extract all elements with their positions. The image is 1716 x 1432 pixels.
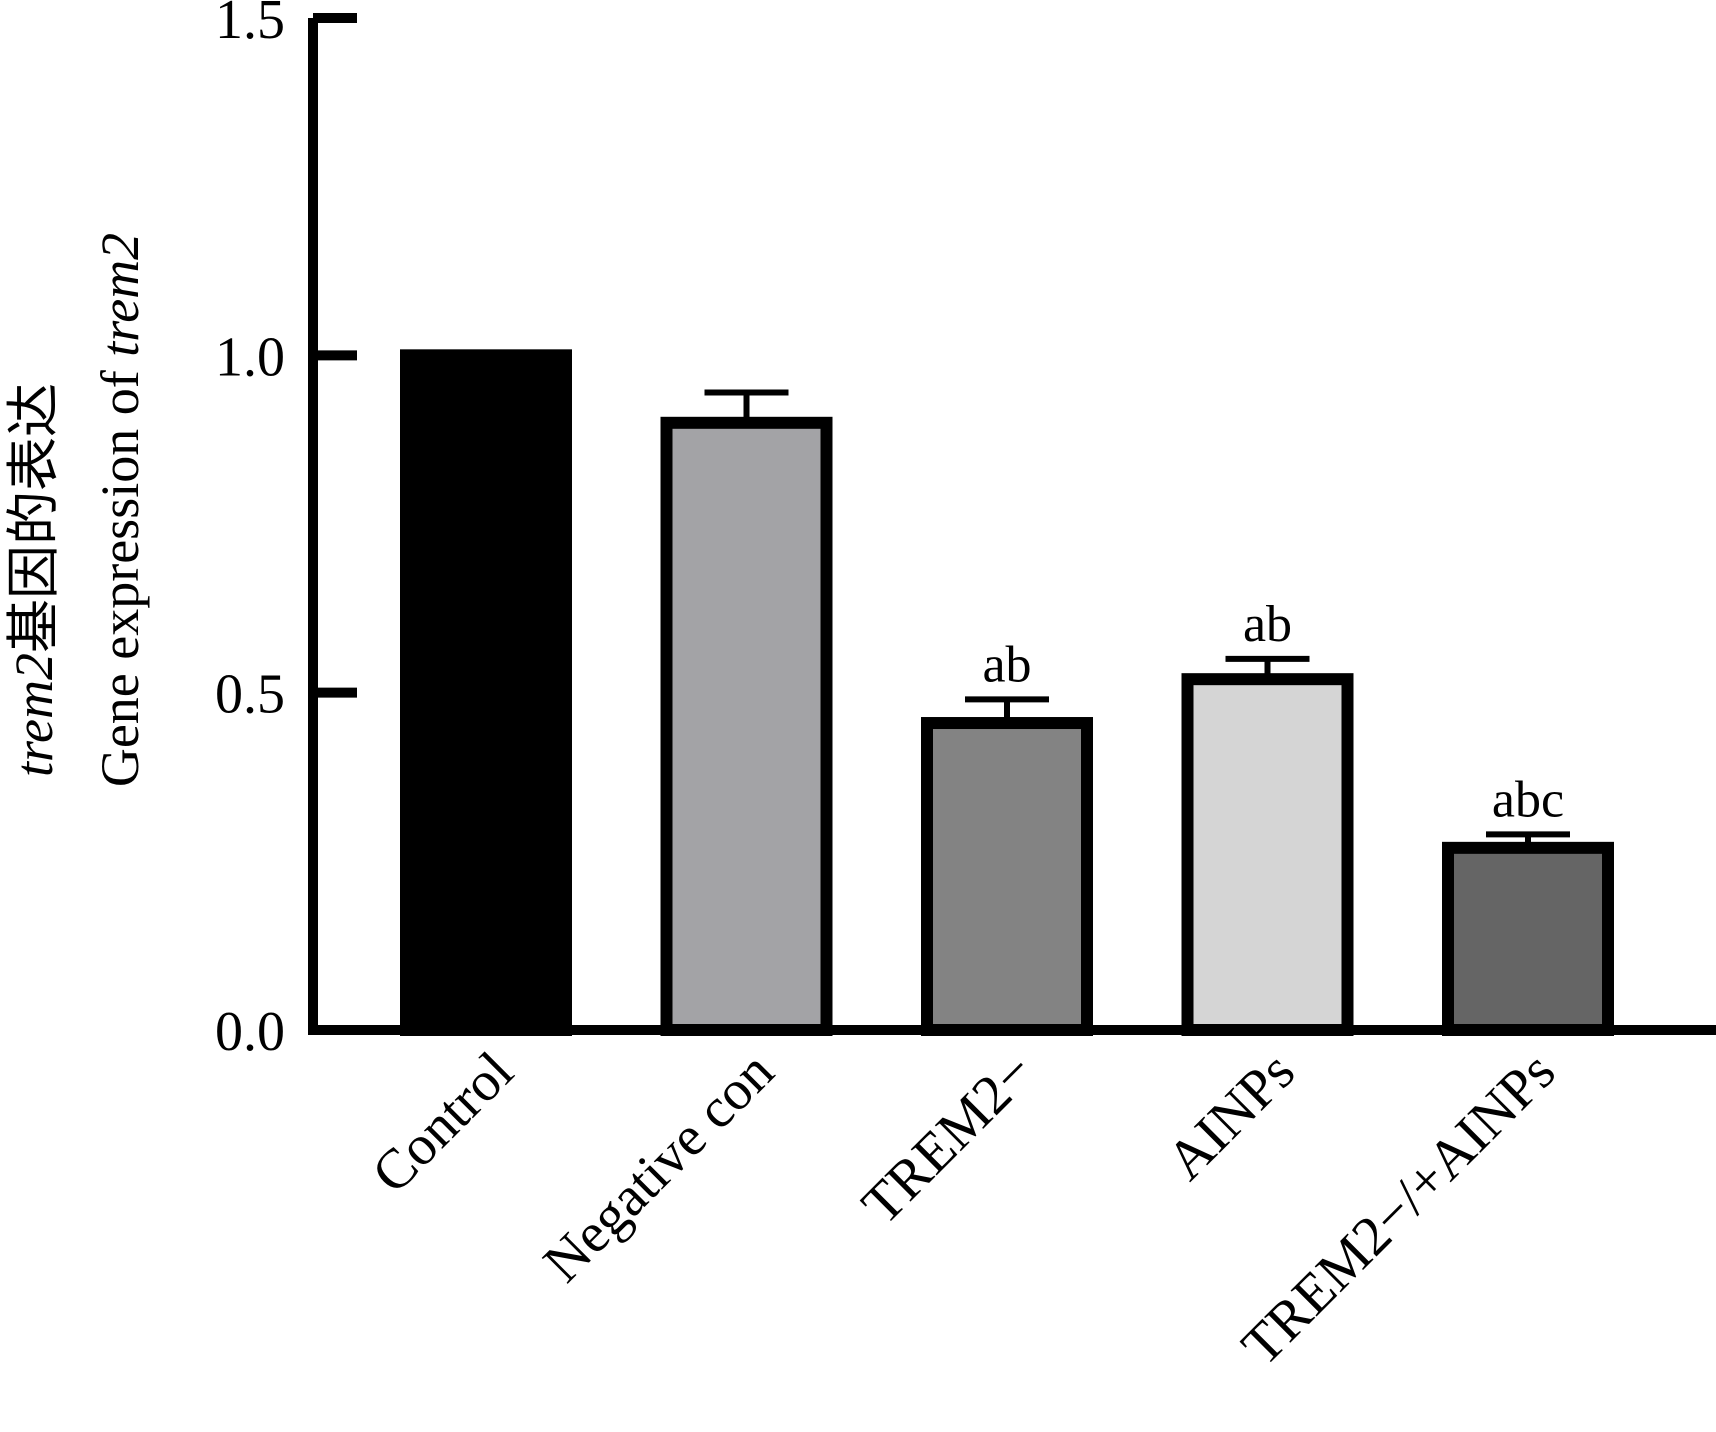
y-tick-label: 1.0 [215, 326, 285, 388]
y-axis-title-line-2-italic: trem2 [90, 233, 150, 357]
y-axis-title: trem2基因的表达 Gene expression of trem2 [4, 233, 150, 787]
bar [1181, 673, 1354, 1036]
y-axis-title-line-1: trem2基因的表达 [4, 383, 64, 777]
x-tick-label: TREM2− [850, 1040, 1046, 1236]
y-axis-title-line-1-italic: trem2 [4, 653, 64, 777]
y-axis-title-line-2-text: Gene expression of [90, 357, 150, 787]
x-tick-label: Control [360, 1040, 525, 1205]
x-tick-label: Negative con [532, 1040, 786, 1294]
significance-label: ab [982, 636, 1031, 693]
bar [400, 349, 572, 1037]
bar [1442, 841, 1614, 1037]
y-axis-title-line-2: Gene expression of trem2 [90, 233, 150, 787]
bar [921, 717, 1093, 1036]
y-tick-label: 1.5 [215, 0, 285, 51]
bars [400, 349, 1614, 1037]
y-tick-label: 0.0 [215, 1001, 285, 1063]
y-axis-title-line-1-text: 基因的表达 [4, 383, 64, 653]
y-tick-label: 0.5 [215, 664, 285, 726]
x-tick-label: AINPs [1155, 1040, 1307, 1192]
significance-label: abc [1492, 771, 1564, 828]
bar [660, 416, 833, 1036]
significance-label: ab [1243, 596, 1292, 653]
